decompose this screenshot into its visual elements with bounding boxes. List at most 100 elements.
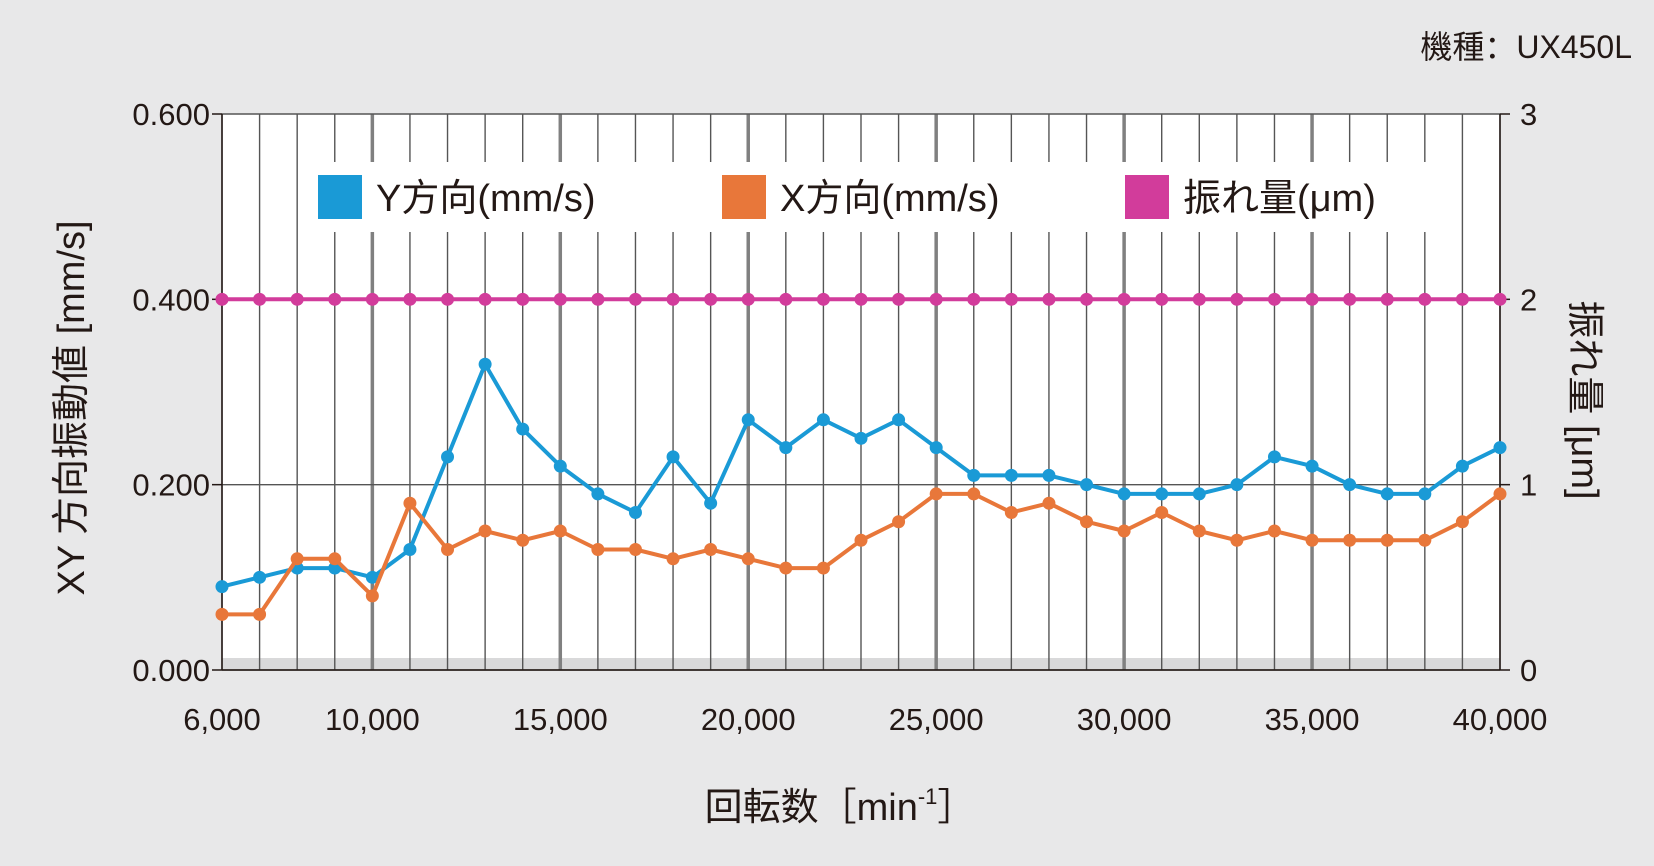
data-point xyxy=(741,292,755,306)
data-point xyxy=(516,422,530,436)
data-point xyxy=(704,543,718,557)
data-point xyxy=(666,292,680,306)
data-point xyxy=(215,580,229,594)
data-point xyxy=(516,292,530,306)
data-point xyxy=(779,292,793,306)
data-point xyxy=(1155,292,1169,306)
data-point xyxy=(290,552,304,566)
data-point xyxy=(1418,533,1432,547)
data-point xyxy=(1343,533,1357,547)
data-point xyxy=(854,292,868,306)
data-point xyxy=(365,292,379,306)
x-axis-title-close: ］ xyxy=(937,787,975,829)
data-point xyxy=(1493,292,1507,306)
data-point xyxy=(1080,292,1094,306)
data-point xyxy=(1267,524,1281,538)
x-axis-title-superscript: -1 xyxy=(918,784,938,809)
y-tick-label: 0.600 xyxy=(132,97,210,132)
data-point xyxy=(1343,292,1357,306)
data-point xyxy=(1004,505,1018,519)
data-point xyxy=(441,543,455,557)
y2-tick-label: 0 xyxy=(1520,653,1537,688)
data-point xyxy=(403,543,417,557)
legend-label: Y方向(mm/s) xyxy=(376,178,596,220)
data-point xyxy=(553,292,567,306)
legend-label: 振れ量(μm) xyxy=(1183,178,1376,220)
data-point xyxy=(967,468,981,482)
data-point xyxy=(628,505,642,519)
data-point xyxy=(1493,441,1507,455)
data-point xyxy=(1155,505,1169,519)
data-point xyxy=(967,292,981,306)
data-point xyxy=(1455,459,1469,473)
data-point xyxy=(328,552,342,566)
data-point xyxy=(628,543,642,557)
data-point xyxy=(854,431,868,445)
x-tick-label: 20,000 xyxy=(701,702,796,737)
data-point xyxy=(365,570,379,584)
data-point xyxy=(1230,533,1244,547)
legend-label: X方向(mm/s) xyxy=(780,178,1000,220)
data-point xyxy=(591,292,605,306)
data-point xyxy=(478,357,492,371)
data-point xyxy=(929,292,943,306)
data-point xyxy=(1455,515,1469,529)
data-point xyxy=(1418,487,1432,501)
y2-axis-title: 振れ量 [μm] xyxy=(1563,300,1605,499)
data-point xyxy=(1004,468,1018,482)
axes: 0.000 0.200 0.400 0.600 0 1 2 3 6,000 10,000 15,00… xyxy=(132,97,1547,737)
data-point xyxy=(929,441,943,455)
y-tick-label: 0.200 xyxy=(132,468,210,503)
data-point xyxy=(666,450,680,464)
data-point xyxy=(478,524,492,538)
data-point xyxy=(1192,292,1206,306)
data-point xyxy=(1117,292,1131,306)
data-point xyxy=(892,413,906,427)
data-point xyxy=(892,515,906,529)
data-point xyxy=(516,533,530,547)
data-point xyxy=(741,552,755,566)
data-point xyxy=(1380,292,1394,306)
data-point xyxy=(1042,496,1056,510)
series-group xyxy=(215,357,1507,594)
data-point xyxy=(328,292,342,306)
legend: Y方向(mm/s) X方向(mm/s) 振れ量(μm) xyxy=(298,162,1446,232)
x-tick-label: 30,000 xyxy=(1077,702,1172,737)
data-point xyxy=(1267,292,1281,306)
data-point xyxy=(591,487,605,501)
data-point xyxy=(403,292,417,306)
series-group xyxy=(215,487,1507,621)
data-point xyxy=(929,487,943,501)
data-point xyxy=(1267,450,1281,464)
data-point xyxy=(1343,478,1357,492)
legend-swatch xyxy=(722,175,766,219)
data-point xyxy=(967,487,981,501)
data-point xyxy=(1004,292,1018,306)
x-tick-label: 25,000 xyxy=(889,702,984,737)
model-label: 機種：UX450L xyxy=(1420,29,1632,65)
data-point xyxy=(1117,487,1131,501)
data-point xyxy=(1080,515,1094,529)
data-point xyxy=(478,292,492,306)
data-point xyxy=(1042,468,1056,482)
data-point xyxy=(1192,487,1206,501)
data-point xyxy=(892,292,906,306)
data-point xyxy=(1305,533,1319,547)
y2-tick-label: 3 xyxy=(1520,97,1537,132)
legend-swatch xyxy=(318,175,362,219)
data-point xyxy=(816,561,830,575)
legend-swatch xyxy=(1125,175,1169,219)
data-point xyxy=(1418,292,1432,306)
data-point xyxy=(215,292,229,306)
data-point xyxy=(628,292,642,306)
data-point xyxy=(779,561,793,575)
data-point xyxy=(253,607,267,621)
x-tick-label: 35,000 xyxy=(1265,702,1360,737)
y-tick-label: 0.400 xyxy=(132,282,210,317)
data-point xyxy=(441,292,455,306)
y-axis-title: XY 方向振動値 [mm/s] xyxy=(51,220,93,595)
data-point xyxy=(704,292,718,306)
data-point xyxy=(741,413,755,427)
